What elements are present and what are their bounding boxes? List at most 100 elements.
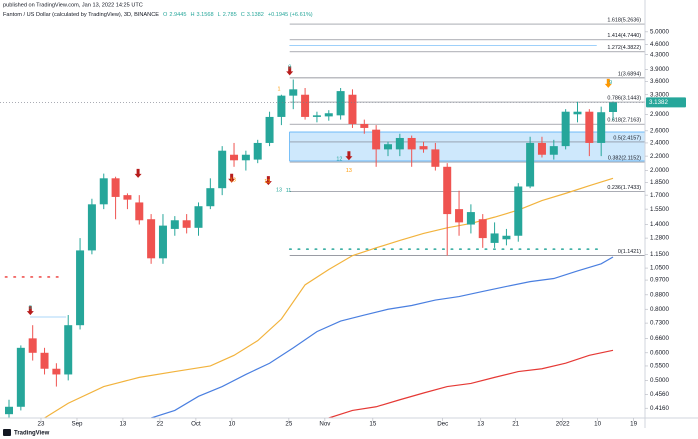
candle-body	[573, 111, 582, 115]
signal-arrow	[264, 176, 272, 186]
x-tick-label: 25	[285, 421, 292, 428]
y-tick-label: 0.8000	[650, 306, 669, 313]
td-count: 13	[230, 177, 236, 183]
candle-body	[147, 219, 156, 259]
y-tick-label: 1.8500	[650, 179, 669, 186]
signal-arrow	[345, 151, 353, 161]
candle-body	[455, 209, 464, 223]
candle-body	[182, 220, 191, 228]
td-count: 9	[609, 80, 612, 86]
candle-body	[490, 233, 499, 243]
candle-body	[123, 195, 132, 200]
ohlc-label: H	[190, 12, 194, 18]
candle-body	[135, 202, 144, 221]
fib-label: 1.414(4.7440)	[607, 33, 641, 39]
x-tick-label: 15	[369, 421, 376, 428]
y-tick-label: 3.6000	[650, 78, 669, 85]
candle-body	[514, 186, 523, 236]
x-tick-label: Dec	[437, 421, 448, 428]
candle-body	[87, 204, 96, 251]
x-tick-label: 10	[594, 421, 601, 428]
ohlc-value: 3.1382	[247, 12, 264, 18]
y-tick-label: 1.7000	[650, 192, 669, 199]
y-tick-label: 0.9700	[650, 277, 669, 284]
candle-body	[265, 116, 274, 143]
candle-body	[383, 144, 392, 150]
td-count: 1	[278, 86, 281, 92]
fib-label: 1(3.6894)	[618, 71, 641, 77]
x-tick-label: Sep	[71, 421, 83, 428]
candle-body	[277, 95, 286, 117]
x-tick-label: 22	[156, 421, 163, 428]
fib-label: 0.5(2.4157)	[613, 135, 641, 141]
candle-body	[16, 347, 25, 407]
y-tick-label: 0.6600	[650, 335, 669, 342]
candle-body	[28, 338, 37, 353]
moving-average	[44, 177, 614, 418]
x-tick-label: Oct	[191, 421, 201, 428]
candle-body	[324, 113, 333, 117]
candle-body	[301, 94, 310, 117]
y-tick-label: 2.6000	[650, 127, 669, 134]
chart-title: published on TradingView.com, Jan 13, 20…	[3, 2, 143, 8]
moving-average	[150, 256, 614, 418]
candle-body	[348, 94, 357, 124]
candle-body	[336, 91, 345, 116]
candle-body	[241, 154, 250, 161]
y-tick-label: 5.0000	[650, 28, 669, 35]
signal-arrow	[26, 306, 34, 316]
candle-body	[40, 352, 49, 369]
y-tick-label: 1.0500	[650, 265, 669, 272]
td-count: 13	[264, 179, 270, 185]
fib-label: 0.236(1.7433)	[607, 185, 641, 191]
ohlc-value: 2.9445	[169, 12, 186, 18]
y-tick-label: 2.0000	[650, 167, 669, 174]
candle-body	[52, 368, 61, 375]
plot-area: 1.618(5.2636) 1.414(4.7440) 1.272(4.3822) 1…	[0, 17, 645, 418]
candle-body	[99, 178, 108, 205]
y-tick-label: 0.5500	[650, 363, 669, 370]
candle-body	[5, 406, 14, 415]
candle-body	[443, 166, 452, 215]
candle-body	[466, 212, 475, 225]
moving-average	[328, 349, 614, 418]
candle-body	[561, 111, 570, 147]
y-tick-label: 0.8800	[650, 291, 669, 298]
y-tick-label: 4.6000	[650, 41, 669, 48]
fib-label: 0.618(2.7163)	[607, 118, 641, 124]
ohlc-label: C	[241, 12, 245, 18]
td-count: 5	[518, 193, 521, 199]
y-tick-label: 0.7300	[650, 320, 669, 327]
symbol-line: Fantom / US Dollar (calculated by Tradin…	[3, 12, 313, 18]
watermark: TradingView	[14, 431, 50, 437]
x-tick-label: 19	[630, 421, 637, 428]
signal-arrow	[228, 173, 236, 183]
ohlc-value: 2.785	[223, 12, 237, 18]
signal-arrow	[286, 66, 294, 76]
y-tick-label: 3.3000	[650, 91, 669, 98]
td-count: 9	[29, 305, 32, 311]
td-count: 13	[346, 168, 352, 174]
candle-body	[407, 137, 416, 150]
y-tick-label: 0.4160	[650, 405, 669, 412]
fib-label: 0.382(2.1152)	[608, 155, 641, 161]
last-price-box	[646, 97, 686, 108]
fib-label: 0.786(3.1443)	[607, 95, 641, 101]
ohlc-label: L	[218, 12, 221, 18]
fib-label: 1.272(4.3822)	[607, 45, 641, 51]
change-label: +0.1945 (+6.61%)	[268, 12, 313, 18]
x-tick-label: 10	[228, 421, 235, 428]
symbol-name: Fantom / US Dollar (calculated by Tradin…	[3, 12, 159, 18]
y-tick-label: 4.3000	[650, 51, 669, 58]
candle-body	[431, 149, 440, 167]
y-tick-label: 0.5000	[650, 377, 669, 384]
candle-body	[111, 178, 120, 197]
x-tick-label: 23	[38, 421, 45, 428]
x-tick-label: 13	[119, 421, 126, 428]
candle-body	[360, 123, 369, 128]
fib-label: 0(1.1421)	[618, 249, 641, 255]
candle-body	[478, 219, 487, 239]
